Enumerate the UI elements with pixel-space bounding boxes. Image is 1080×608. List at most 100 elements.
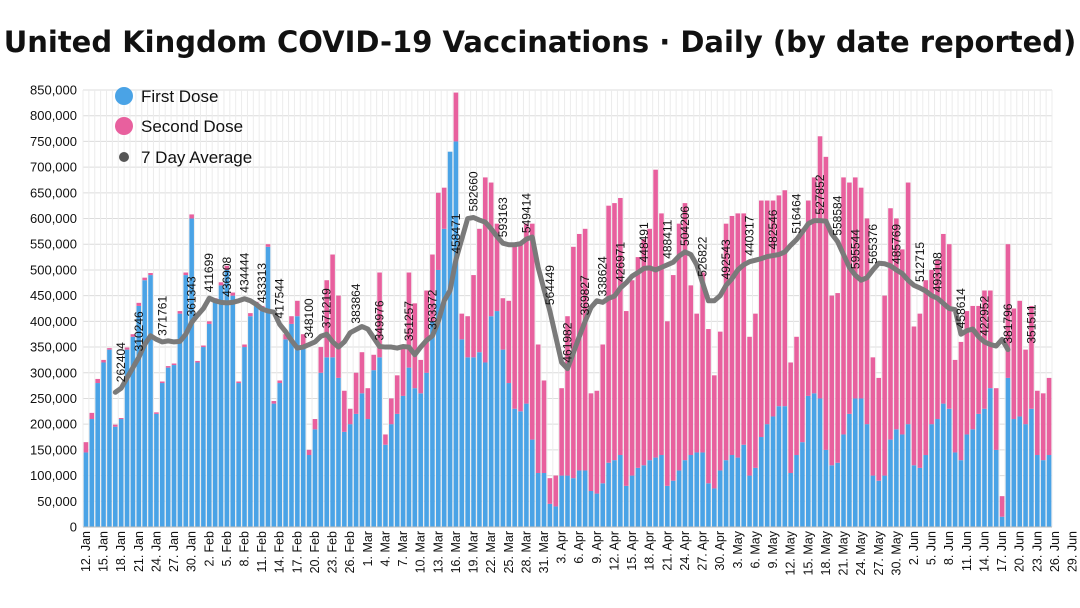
x-tick-label: 3. May: [731, 530, 745, 568]
second-dose-bar: [201, 345, 206, 348]
first-dose-bar: [83, 452, 89, 527]
second-dose-bar: [359, 352, 365, 394]
second-dose-bar: [882, 295, 887, 476]
second-dose-bar: [876, 377, 882, 481]
second-dose-bar: [823, 156, 829, 450]
x-tick-label: 25. Mar: [502, 531, 516, 573]
x-tick-label: 16. Mar: [449, 531, 463, 573]
second-dose-bar: [500, 298, 506, 350]
average-data-label: 485769: [889, 224, 903, 264]
second-dose-bar: [576, 233, 582, 471]
first-dose-bar: [459, 339, 465, 527]
first-dose-bar: [477, 352, 482, 527]
second-dose-bar: [300, 334, 306, 348]
second-dose-bar: [365, 388, 371, 420]
first-dose-bar: [1029, 408, 1034, 527]
second-dose-bar: [935, 259, 940, 420]
first-dose-bar: [600, 483, 606, 527]
first-dose-bar: [817, 398, 823, 527]
x-tick-label: 28. Mar: [519, 531, 533, 573]
second-dose-bar: [83, 442, 89, 453]
x-tick-label: 17. Feb: [290, 531, 304, 573]
first-dose-bar: [506, 383, 512, 527]
first-dose-bar: [635, 467, 641, 527]
second-dose-bar: [588, 393, 594, 492]
x-tick-label: 18. Jan: [114, 531, 128, 572]
second-dose-bar: [424, 290, 429, 373]
second-dose-bar: [735, 213, 741, 458]
average-data-label: 558584: [831, 195, 845, 235]
second-dose-bar: [623, 311, 629, 486]
second-dose-bar: [436, 192, 441, 270]
first-dose-bar: [559, 475, 564, 527]
second-dose-bar: [130, 334, 136, 337]
first-dose-bar: [847, 413, 852, 527]
x-tick-label: 9. May: [766, 530, 780, 568]
second-dose-bar: [529, 223, 535, 440]
first-dose-bar: [612, 460, 617, 527]
first-dose-bar: [377, 357, 382, 527]
first-dose-bar: [394, 413, 400, 527]
y-tick-label: 300,000: [30, 365, 77, 380]
second-dose-bar: [571, 246, 576, 479]
first-dose-bar: [835, 462, 840, 527]
average-data-label: 422952: [977, 296, 991, 336]
first-dose-bar: [894, 429, 899, 527]
average-data-label: 351511: [1024, 304, 1038, 343]
x-tick-label: 20. Jun: [1013, 531, 1027, 572]
average-data-label: 593163: [496, 197, 510, 237]
second-dose-bar: [347, 408, 353, 425]
first-dose-bar: [999, 516, 1005, 527]
y-tick-label: 800,000: [30, 108, 77, 123]
second-dose-bar: [206, 321, 212, 324]
y-tick-label: 650,000: [30, 185, 77, 200]
first-dose-bar: [400, 395, 406, 527]
x-tick-label: 12. May: [784, 530, 798, 575]
x-tick-label: 2. Jun: [907, 531, 921, 565]
first-dose-bar: [230, 295, 236, 527]
y-tick-label: 100,000: [30, 468, 77, 483]
first-dose-bar: [300, 347, 306, 527]
first-dose-bar: [747, 475, 752, 527]
first-dose-bar: [993, 449, 999, 527]
second-dose-bar: [142, 277, 147, 281]
second-dose-bar: [982, 290, 987, 409]
y-tick-label: 400,000: [30, 314, 77, 329]
first-dose-bar: [717, 470, 723, 527]
first-dose-bar: [494, 311, 500, 527]
first-dose-bar: [171, 365, 177, 527]
second-dose-bar: [306, 449, 312, 456]
first-dose-bar: [588, 491, 594, 527]
first-dose-bar: [911, 465, 917, 527]
second-dose-bar: [958, 341, 964, 461]
average-data-label: 348100: [302, 298, 316, 338]
second-dose-bar: [864, 218, 870, 425]
average-data-label: 433313: [255, 263, 269, 303]
second-dose-bar: [676, 223, 682, 471]
x-tick-label: 11. Feb: [255, 531, 269, 573]
x-tick-label: 6. May: [748, 530, 762, 568]
first-dose-bar: [342, 431, 347, 527]
gridlines: [82, 89, 1053, 528]
first-dose-bar: [224, 269, 230, 527]
second-dose-bar: [324, 280, 330, 358]
x-tick-label: 24. Jan: [149, 531, 163, 572]
y-tick-label: 200,000: [30, 417, 77, 432]
first-dose-bar: [524, 403, 529, 527]
second-dose-bar: [905, 182, 911, 425]
first-dose-bar: [794, 455, 799, 527]
first-dose-bar: [653, 457, 658, 527]
average-data-label: 512715: [913, 242, 927, 282]
y-tick-label: 250,000: [30, 391, 77, 406]
y-tick-label: 50,000: [37, 494, 77, 509]
second-dose-bar: [330, 254, 335, 358]
average-data-label: 363372: [425, 289, 439, 329]
y-tick-label: 600,000: [30, 211, 77, 226]
average-data-label: 426971: [613, 242, 627, 282]
first-dose-bar: [565, 475, 570, 527]
first-dose-bar: [870, 475, 876, 527]
first-dose-bar: [899, 434, 905, 527]
x-tick-label: 17. Jun: [995, 531, 1009, 572]
x-tick-label: 6. Apr: [572, 531, 586, 564]
